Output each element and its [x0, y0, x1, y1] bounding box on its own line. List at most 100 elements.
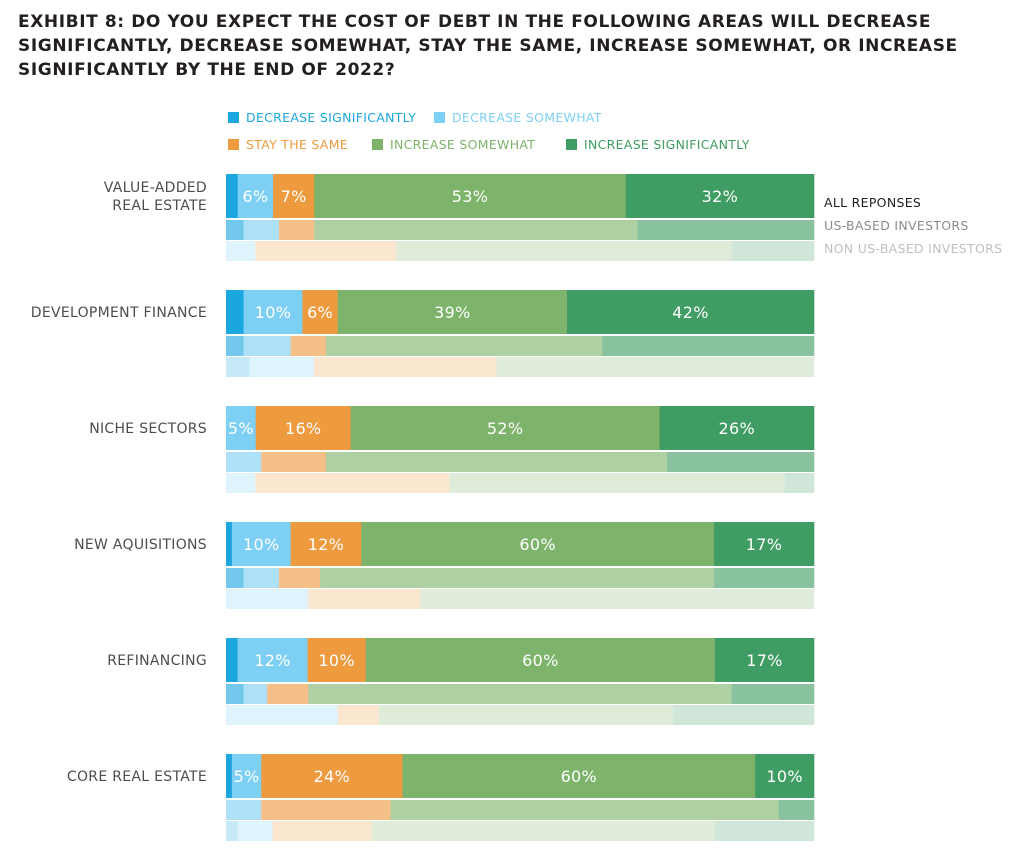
bar-segment	[226, 452, 262, 472]
bar-segment	[273, 174, 315, 218]
bar-segment	[361, 522, 715, 566]
bar-segment	[378, 705, 674, 725]
data-label: 7%	[281, 187, 307, 206]
bar-segment	[337, 290, 568, 334]
legend-label: DECREASE SIGNIFICANTLY	[246, 110, 416, 125]
data-label: 53%	[452, 187, 488, 206]
data-label: 60%	[522, 651, 558, 670]
data-label: 32%	[702, 187, 738, 206]
bar-segment	[243, 684, 268, 704]
data-label: 17%	[746, 535, 782, 554]
category-label: NICHE SECTORS	[89, 421, 207, 437]
data-label: 17%	[746, 651, 782, 670]
data-label: 5%	[228, 419, 254, 438]
bar-segment	[731, 241, 815, 261]
bar-segment	[302, 290, 339, 334]
bar-segment	[314, 220, 638, 240]
bar-segment	[784, 473, 815, 493]
bar-segment	[226, 174, 239, 218]
bar-segment	[226, 406, 256, 450]
bar-segment	[226, 290, 244, 334]
group-legend-label: NON US-BASED INVESTORS	[824, 241, 1002, 256]
legend-label: INCREASE SIGNIFICANTLY	[584, 137, 750, 152]
group-legend-label: ALL REPONSES	[824, 195, 921, 210]
bar-segment	[237, 638, 308, 682]
bar-segment	[226, 821, 238, 841]
bar-segment	[308, 684, 732, 704]
data-label: 39%	[434, 303, 470, 322]
bar-segment	[243, 568, 280, 588]
bar-segment	[226, 589, 309, 609]
bar-segment	[237, 821, 273, 841]
data-label: 10%	[243, 535, 279, 554]
category-label: CORE REAL ESTATE	[67, 769, 207, 785]
bar-segment	[778, 800, 815, 820]
data-label: 52%	[487, 419, 523, 438]
bar-segment	[320, 568, 715, 588]
bar-segment	[402, 754, 756, 798]
bar-segment	[243, 290, 303, 334]
bar-segment	[365, 638, 716, 682]
bar-segment	[226, 336, 244, 356]
bar-segment	[249, 357, 315, 377]
data-label: 6%	[242, 187, 268, 206]
bar-segment	[625, 174, 815, 218]
bar-segment	[715, 638, 815, 682]
data-label: 12%	[254, 651, 290, 670]
bar-segment	[715, 821, 815, 841]
bar-segment	[243, 220, 280, 240]
bar-segment	[226, 357, 250, 377]
bar-segment	[308, 589, 421, 609]
legend-swatch	[434, 112, 445, 123]
bar-segment	[314, 357, 497, 377]
bar-segment	[714, 522, 815, 566]
bar-segment	[731, 684, 815, 704]
data-label: 60%	[519, 535, 555, 554]
bar-segment	[272, 821, 372, 841]
bar-segment	[667, 452, 815, 472]
legend: DECREASE SIGNIFICANTLY DECREASE SOMEWHAT S…	[228, 110, 750, 152]
bar-segment	[337, 705, 380, 725]
data-label: 10%	[255, 303, 291, 322]
bar-segment	[255, 406, 352, 450]
bar-segment	[325, 336, 603, 356]
bar-segment	[226, 473, 256, 493]
bar-segment	[449, 473, 785, 493]
bar-segment	[267, 684, 309, 704]
data-label: 10%	[318, 651, 354, 670]
category-label: DEVELOPMENT FINANCE	[31, 305, 207, 321]
bar-segment	[637, 220, 815, 240]
data-label: 16%	[285, 419, 321, 438]
data-label: 5%	[234, 767, 260, 786]
bar-segment	[255, 241, 397, 261]
data-label: 60%	[561, 767, 597, 786]
legend-swatch	[228, 139, 239, 150]
bar-segment	[390, 800, 780, 820]
bar-segment	[226, 638, 238, 682]
data-labels: 6% 7% 53% 32% 10% 6% 39% 42% 5% 16% 52% 26% 10% 12% 60…	[228, 187, 803, 786]
legend-label: INCREASE SOMEWHAT	[390, 137, 535, 152]
bar-segment	[290, 522, 362, 566]
bar-segment	[237, 174, 274, 218]
legend-swatch	[228, 112, 239, 123]
bar-segment	[714, 568, 815, 588]
bar-segment	[307, 638, 367, 682]
bar-segment	[226, 800, 262, 820]
bar-segment	[396, 241, 732, 261]
bar-segment	[226, 522, 233, 566]
legend-label: STAY THE SAME	[246, 137, 348, 152]
bar-segment	[371, 821, 716, 841]
category-label: NEW AQUISITIONS	[74, 537, 207, 553]
bar-segment	[226, 568, 244, 588]
bar-segment	[261, 754, 403, 798]
bar-segment	[261, 800, 391, 820]
bar-segment	[659, 406, 815, 450]
bar-segment	[496, 357, 815, 377]
bar-segment	[567, 290, 815, 334]
bar-segment	[226, 705, 339, 725]
bar-segment	[261, 452, 327, 472]
bar-segment	[226, 684, 244, 704]
data-label: 24%	[314, 767, 350, 786]
bar-segment	[226, 754, 233, 798]
